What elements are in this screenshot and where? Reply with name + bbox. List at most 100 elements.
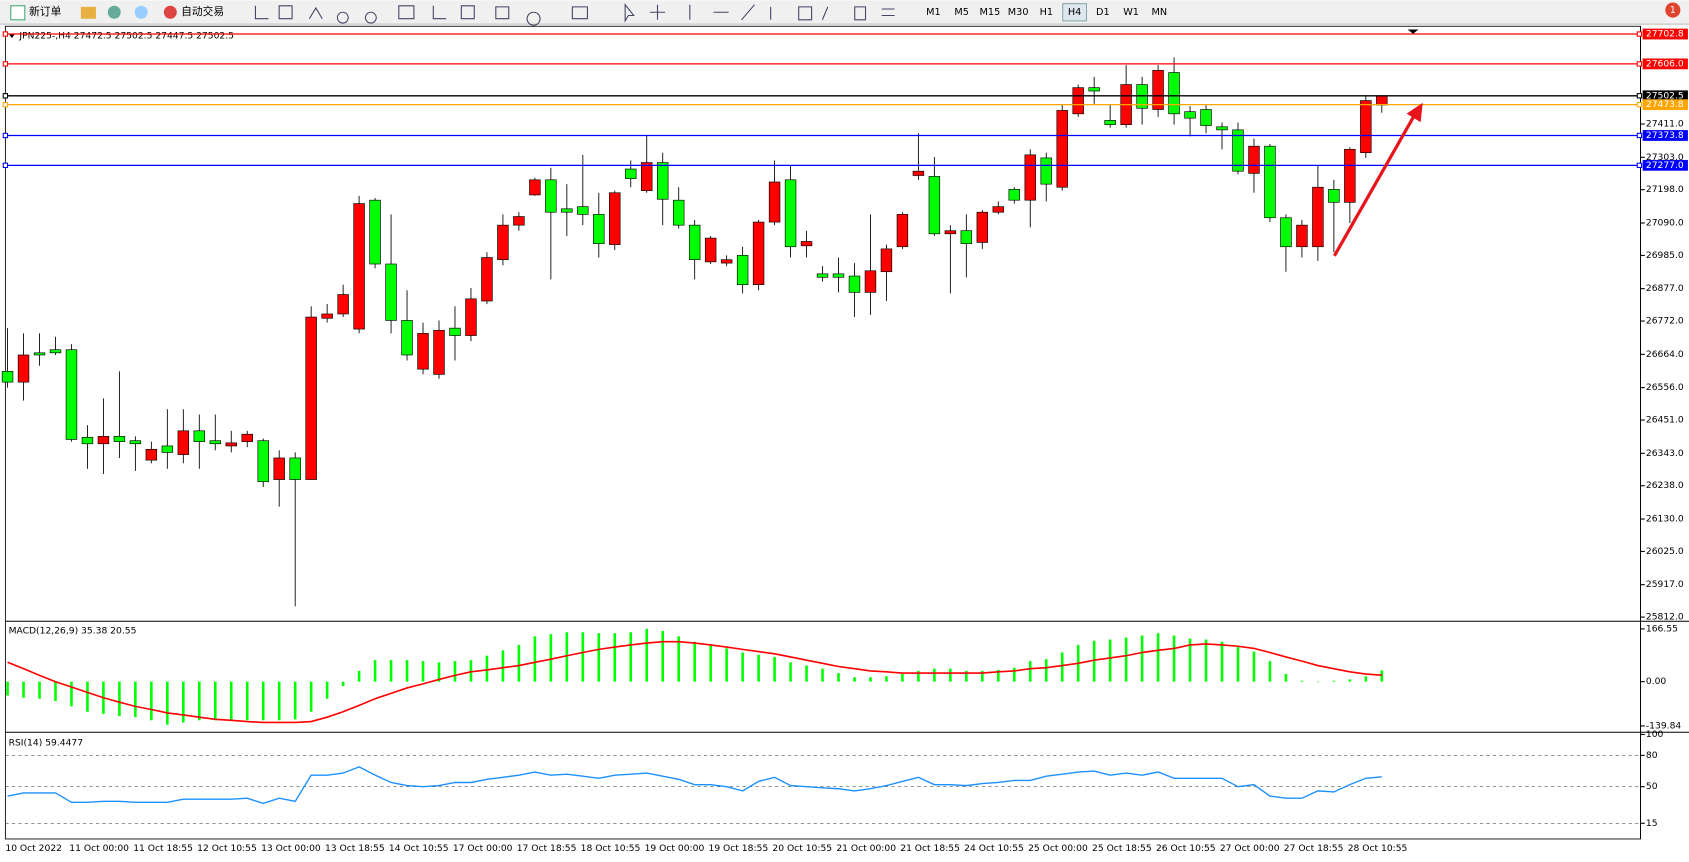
- macd-bar: [373, 660, 377, 682]
- y-tick-label: -139.84: [1646, 720, 1682, 731]
- icon[interactable]: [134, 5, 148, 19]
- candle-body: [1184, 111, 1196, 119]
- timeframe-button[interactable]: M5: [954, 7, 969, 18]
- candle-body: [561, 208, 573, 213]
- macd-bar: [22, 681, 25, 698]
- macd-bar: [533, 636, 537, 682]
- macd-bar: [357, 670, 361, 682]
- auto-trading[interactable]: 自动交易: [181, 5, 224, 18]
- toolbar-icons: [254, 3, 895, 26]
- macd-bar: [965, 670, 968, 682]
- candle-body: [17, 354, 30, 383]
- macd-bar: [1028, 661, 1032, 682]
- macd-bar: [933, 668, 936, 682]
- macd-bar: [213, 681, 217, 721]
- candle-body: [65, 349, 78, 440]
- candle-body: [593, 214, 605, 244]
- candle-body: [864, 270, 877, 293]
- macd-bar: [70, 681, 73, 707]
- level-handle: [2, 93, 9, 99]
- y-tick-label: 27198.0: [1646, 184, 1684, 195]
- x-tick-label: 24 Oct 10:55: [964, 843, 1024, 854]
- candle-body: [832, 273, 845, 278]
- level-handle: [2, 162, 9, 169]
- level-handle: [1636, 31, 1643, 37]
- candle-body: [736, 255, 749, 285]
- notification-badge[interactable]: [1665, 2, 1681, 18]
- symbol-marker: [8, 33, 16, 39]
- macd-bar: [1092, 640, 1096, 682]
- candle-body: [209, 440, 221, 445]
- timeframe-button[interactable]: M1: [926, 7, 941, 18]
- timeframe-button[interactable]: D1: [1096, 7, 1110, 18]
- candle-body: [1024, 154, 1036, 201]
- macd-bar: [485, 655, 489, 682]
- auto-trading-button[interactable]: 自动交易: [163, 5, 224, 19]
- candle-body: [433, 329, 445, 375]
- level-label-bg: [1642, 90, 1688, 102]
- macd-bar: [661, 630, 665, 682]
- x-tick-label: 11 Oct 18:55: [133, 843, 193, 854]
- y-tick-label: 26343.0: [1646, 448, 1684, 459]
- level-label-bg: [1642, 159, 1688, 171]
- level-handle: [1636, 132, 1643, 139]
- macd-bar: [1060, 652, 1064, 682]
- y-tick-label: 25812.0: [1646, 612, 1684, 623]
- new-order-button[interactable]: 新订单: [10, 5, 62, 21]
- macd-bar: [853, 677, 856, 682]
- icon[interactable]: [80, 6, 96, 19]
- annotation-arrowhead: [1406, 102, 1423, 123]
- y-tick-label: 26130.0: [1646, 514, 1684, 525]
- candle-body: [273, 457, 285, 480]
- candle-body: [305, 316, 317, 480]
- notification-count[interactable]: 1: [1670, 5, 1676, 16]
- x-tick-label: 13 Oct 18:55: [325, 843, 385, 854]
- candle-body: [225, 442, 237, 447]
- candle-body: [81, 436, 94, 445]
- macd-bar: [118, 681, 121, 717]
- level-handle: [2, 101, 9, 108]
- macd-bar: [1172, 635, 1176, 682]
- macd-bar: [1364, 676, 1368, 682]
- candle-body: [1104, 119, 1116, 125]
- icon: [163, 5, 177, 19]
- candle-body: [768, 181, 781, 223]
- candle-body: [545, 179, 557, 213]
- candle-body: [784, 179, 797, 248]
- y-tick-label: 27411.0: [1646, 119, 1684, 130]
- macd-bar: [437, 662, 441, 682]
- macd-bar: [1316, 681, 1320, 683]
- macd-bar: [293, 681, 297, 720]
- timeframe-button[interactable]: H1: [1040, 7, 1053, 18]
- timeframe-button[interactable]: MN: [1152, 7, 1168, 18]
- macd-bar: [1044, 659, 1048, 682]
- macd-bar: [501, 650, 505, 682]
- candle-body: [369, 199, 381, 265]
- timeframe-button[interactable]: M15: [980, 7, 1001, 18]
- candle-body: [145, 449, 158, 461]
- macd-bar: [773, 656, 776, 682]
- x-tick-label: 17 Oct 18:55: [517, 843, 577, 854]
- new-order[interactable]: 新订单: [29, 5, 62, 18]
- candle-body: [241, 433, 253, 442]
- level-label: 27373.8: [1646, 130, 1684, 141]
- timeframe-button[interactable]: H4: [1068, 7, 1081, 18]
- macd-bar: [565, 632, 569, 682]
- timeframe-button[interactable]: W1: [1123, 7, 1139, 18]
- candle-body: [704, 237, 717, 263]
- x-tick-label: 26 Oct 10:55: [1156, 843, 1216, 854]
- macd-bar: [261, 681, 265, 721]
- y-tick-label: 27303.0: [1646, 152, 1684, 163]
- macd-bar: [997, 669, 1000, 682]
- y-tick-label: 50: [1646, 781, 1658, 792]
- icon[interactable]: [107, 5, 121, 19]
- x-tick-label: 20 Oct 10:55: [772, 843, 832, 854]
- macd-bar: [86, 681, 89, 712]
- macd-bar: [1236, 647, 1240, 682]
- candle-body: [113, 436, 126, 442]
- timeframe-button[interactable]: M30: [1008, 7, 1029, 18]
- macd-bar: [1348, 679, 1352, 682]
- candle-body: [1344, 148, 1356, 203]
- candle-body: [848, 275, 861, 293]
